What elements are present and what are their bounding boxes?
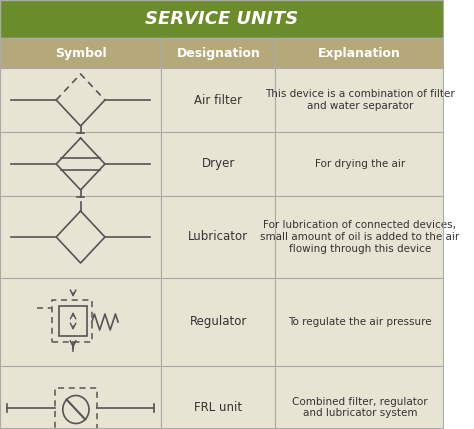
- Text: This device is a combination of filter
and water separator: This device is a combination of filter a…: [265, 89, 455, 111]
- Bar: [161, 366, 275, 429]
- Bar: [275, 366, 444, 429]
- Text: Combined filter, regulator
and lubricator system: Combined filter, regulator and lubricato…: [292, 397, 428, 418]
- Bar: [0, 366, 161, 429]
- Bar: [161, 132, 275, 196]
- Text: For drying the air: For drying the air: [315, 159, 405, 169]
- Bar: [161, 68, 275, 132]
- Bar: [275, 132, 444, 196]
- Text: To regulate the air pressure: To regulate the air pressure: [288, 317, 432, 327]
- Bar: [0, 38, 161, 68]
- Bar: [161, 38, 275, 68]
- Text: Regulator: Regulator: [190, 315, 247, 329]
- Bar: [161, 196, 275, 278]
- Bar: [275, 38, 444, 68]
- Bar: [0, 196, 161, 278]
- Text: Lubricator: Lubricator: [188, 230, 248, 244]
- Text: For lubrication of connected devices,
small amount of oil is added to the air
fl: For lubrication of connected devices, sm…: [260, 221, 459, 254]
- Bar: [59, 306, 87, 336]
- Bar: [275, 68, 444, 132]
- Bar: [161, 278, 275, 366]
- Text: Explanation: Explanation: [319, 46, 401, 60]
- Text: Symbol: Symbol: [55, 46, 106, 60]
- Bar: [0, 132, 161, 196]
- Bar: [275, 196, 444, 278]
- Text: FRL unit: FRL unit: [194, 401, 242, 414]
- Text: Dryer: Dryer: [201, 157, 235, 170]
- Bar: [0, 0, 444, 38]
- Bar: [275, 278, 444, 366]
- Text: Designation: Designation: [176, 46, 260, 60]
- Bar: [0, 68, 161, 132]
- Text: SERVICE UNITS: SERVICE UNITS: [146, 10, 299, 28]
- Bar: [0, 278, 161, 366]
- Text: Air filter: Air filter: [194, 94, 242, 106]
